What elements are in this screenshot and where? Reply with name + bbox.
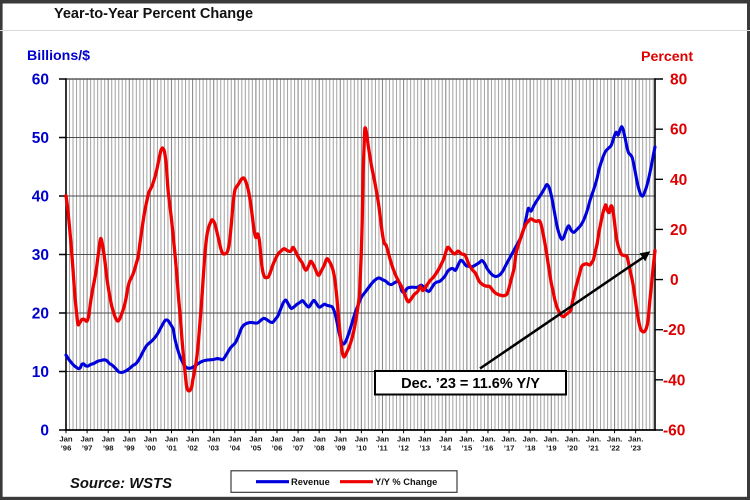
svg-text:60: 60 bbox=[670, 122, 687, 139]
svg-text:Percent: Percent bbox=[641, 49, 693, 65]
svg-text:’04: ’04 bbox=[229, 443, 240, 452]
svg-text:’21: ’21 bbox=[588, 443, 599, 452]
svg-text:’13: ’13 bbox=[419, 443, 430, 452]
svg-text:Jan: Jan bbox=[249, 435, 263, 444]
svg-text:-60: -60 bbox=[663, 423, 685, 440]
svg-text:Jan: Jan bbox=[439, 435, 453, 444]
svg-text:Source: WSTS: Source: WSTS bbox=[70, 476, 172, 492]
svg-text:Jan: Jan bbox=[59, 435, 73, 444]
svg-text:’12: ’12 bbox=[398, 443, 409, 452]
svg-text:50: 50 bbox=[32, 130, 49, 147]
svg-text:’14: ’14 bbox=[440, 443, 451, 452]
svg-text:Jan: Jan bbox=[207, 435, 221, 444]
svg-text:’11: ’11 bbox=[377, 443, 388, 452]
svg-text:’05: ’05 bbox=[251, 443, 262, 452]
svg-text:Jan: Jan bbox=[80, 435, 94, 444]
svg-text:’23: ’23 bbox=[630, 443, 641, 452]
svg-text:Jan: Jan bbox=[334, 435, 348, 444]
svg-text:’16: ’16 bbox=[483, 443, 494, 452]
svg-text:20: 20 bbox=[32, 306, 49, 323]
svg-text:’00: ’00 bbox=[145, 443, 156, 452]
svg-text:Jan: Jan bbox=[144, 435, 158, 444]
svg-text:Jan: Jan bbox=[418, 435, 432, 444]
svg-text:Jan: Jan bbox=[102, 435, 116, 444]
svg-text:’01: ’01 bbox=[166, 443, 177, 452]
svg-text:0: 0 bbox=[40, 423, 49, 440]
svg-text:Jan: Jan bbox=[355, 435, 369, 444]
svg-text:’07: ’07 bbox=[293, 443, 304, 452]
svg-text:’98: ’98 bbox=[103, 443, 114, 452]
svg-text:’10: ’10 bbox=[356, 443, 367, 452]
svg-text:Jan.: Jan. bbox=[544, 435, 559, 444]
svg-text:20: 20 bbox=[670, 222, 687, 239]
svg-text:Dec. ’23 = 11.6% Y/Y: Dec. ’23 = 11.6% Y/Y bbox=[401, 376, 540, 392]
svg-text:Jan.: Jan. bbox=[523, 435, 538, 444]
svg-text:-40: -40 bbox=[663, 372, 685, 389]
svg-text:Jan.: Jan. bbox=[628, 435, 643, 444]
svg-text:Billions/$: Billions/$ bbox=[27, 48, 90, 64]
svg-text:Revenue: Revenue bbox=[291, 477, 330, 487]
svg-text:’15: ’15 bbox=[462, 443, 473, 452]
svg-text:Jan: Jan bbox=[123, 435, 137, 444]
svg-text:30: 30 bbox=[32, 247, 49, 264]
svg-text:Jan.: Jan. bbox=[607, 435, 622, 444]
svg-text:Jan: Jan bbox=[376, 435, 390, 444]
svg-text:60: 60 bbox=[32, 72, 49, 89]
svg-text:40: 40 bbox=[32, 189, 49, 206]
svg-text:0: 0 bbox=[670, 272, 679, 289]
svg-text:Jan: Jan bbox=[165, 435, 179, 444]
svg-text:’22: ’22 bbox=[609, 443, 620, 452]
svg-text:’02: ’02 bbox=[187, 443, 198, 452]
svg-text:’99: ’99 bbox=[124, 443, 135, 452]
svg-text:’19: ’19 bbox=[546, 443, 557, 452]
svg-text:Jan: Jan bbox=[186, 435, 200, 444]
svg-text:Jan.: Jan. bbox=[501, 435, 516, 444]
svg-text:Jan: Jan bbox=[313, 435, 327, 444]
svg-text:’18: ’18 bbox=[525, 443, 536, 452]
svg-text:’96: ’96 bbox=[61, 443, 72, 452]
svg-text:Jan.: Jan. bbox=[459, 435, 474, 444]
svg-text:Jan: Jan bbox=[270, 435, 284, 444]
svg-text:’06: ’06 bbox=[272, 443, 283, 452]
svg-text:’08: ’08 bbox=[314, 443, 325, 452]
svg-text:’03: ’03 bbox=[208, 443, 219, 452]
svg-text:Jan: Jan bbox=[228, 435, 242, 444]
svg-text:Jan.: Jan. bbox=[480, 435, 495, 444]
svg-text:40: 40 bbox=[670, 172, 687, 189]
svg-text:Jan.: Jan. bbox=[565, 435, 580, 444]
svg-text:10: 10 bbox=[32, 364, 49, 381]
svg-text:Year-to-Year Percent Change: Year-to-Year Percent Change bbox=[54, 6, 253, 22]
svg-text:’17: ’17 bbox=[504, 443, 515, 452]
svg-text:Y/Y % Change: Y/Y % Change bbox=[375, 477, 437, 487]
svg-text:’09: ’09 bbox=[335, 443, 346, 452]
svg-text:’97: ’97 bbox=[82, 443, 93, 452]
svg-text:Jan: Jan bbox=[397, 435, 411, 444]
svg-text:-20: -20 bbox=[663, 322, 685, 339]
svg-text:Jan.: Jan. bbox=[586, 435, 601, 444]
svg-text:’20: ’20 bbox=[567, 443, 578, 452]
svg-text:80: 80 bbox=[670, 72, 687, 89]
svg-text:Jan: Jan bbox=[291, 435, 305, 444]
